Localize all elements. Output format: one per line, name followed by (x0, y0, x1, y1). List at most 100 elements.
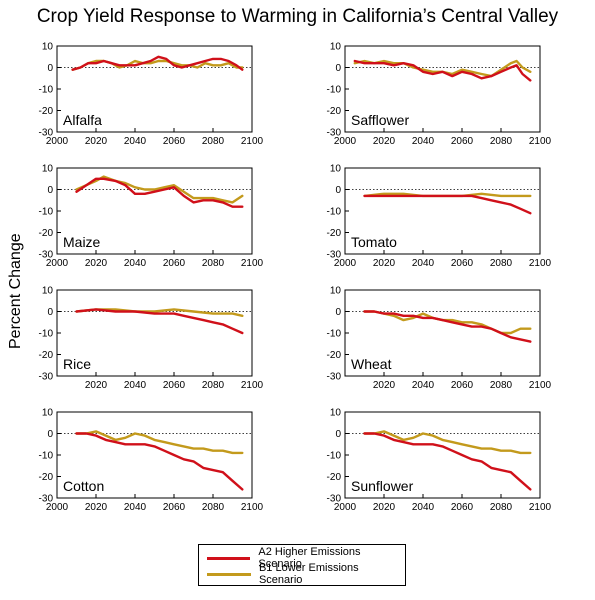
y-tick-label: 0 (47, 307, 53, 318)
panel-rice: 10 0 -10 -20 -30 2020 2040 2060 2080 2100 Rice (39, 286, 264, 392)
x-tick-label: 2040 (412, 502, 435, 513)
x-tick-label: 2040 (124, 502, 147, 513)
panel-title: Alfalfa (63, 112, 102, 128)
series-line-a2 (363, 432, 532, 491)
x-tick-label: 2040 (412, 136, 435, 147)
x-tick-label: 2080 (490, 502, 513, 513)
x-tick-label: 2040 (124, 258, 147, 269)
y-tick-label: -20 (327, 106, 342, 117)
y-tick-label: -10 (327, 85, 342, 96)
x-tick-label: 2100 (529, 502, 552, 513)
y-tick-label: -20 (39, 228, 54, 239)
y-tick-label: 10 (330, 42, 342, 53)
panel-title: Sunflower (351, 478, 414, 494)
x-tick-label: 2080 (490, 136, 513, 147)
legend-label-b1: B1 Lower Emissions Scenario (258, 562, 359, 586)
y-tick-label: -30 (327, 494, 342, 505)
x-tick-label: 2040 (412, 258, 435, 269)
legend-swatch-b1 (207, 572, 251, 576)
x-tick-label: 2060 (163, 502, 186, 513)
panel-wheat: 10 0 -10 -20 -30 2020 2040 2060 2080 2100 Wheat (327, 286, 552, 392)
x-tick-label: 2060 (163, 380, 186, 391)
x-tick-label: 2100 (241, 136, 264, 147)
panel-title: Tomato (351, 234, 397, 250)
y-tick-label: -30 (39, 494, 54, 505)
x-tick-label: 2080 (202, 502, 225, 513)
series-line-a2 (75, 432, 244, 491)
panel-title: Cotton (63, 478, 104, 494)
x-tick-label: 2100 (529, 380, 552, 391)
series-line-a2 (71, 55, 244, 71)
x-tick-label: 2060 (451, 258, 474, 269)
x-tick-label: 2020 (373, 136, 396, 147)
y-tick-label: -10 (327, 451, 342, 462)
panel-title: Rice (63, 356, 91, 372)
y-tick-label: -20 (39, 472, 54, 483)
y-tick-label: -10 (39, 207, 54, 218)
legend-swatch-a2 (207, 556, 251, 560)
x-tick-label: 2100 (241, 380, 264, 391)
y-tick-label: 10 (42, 408, 54, 419)
y-tick-label: -30 (327, 128, 342, 139)
y-tick-label: -10 (327, 207, 342, 218)
x-tick-label: 2100 (241, 502, 264, 513)
series-line-b1 (75, 175, 244, 204)
x-tick-label: 2020 (373, 380, 396, 391)
series-line-b1 (75, 430, 244, 455)
y-tick-label: -20 (327, 228, 342, 239)
y-tick-label: -30 (327, 250, 342, 261)
x-tick-label: 2020 (85, 380, 108, 391)
y-tick-label: -10 (39, 451, 54, 462)
y-tick-label: -20 (327, 350, 342, 361)
x-tick-label: 2000 (46, 502, 69, 513)
y-tick-label: 0 (47, 63, 53, 74)
x-tick-label: 2000 (46, 258, 69, 269)
x-tick-label: 2080 (202, 136, 225, 147)
y-tick-label: -30 (39, 128, 54, 139)
y-tick-label: 10 (330, 408, 342, 419)
x-tick-label: 2040 (124, 380, 147, 391)
x-tick-label: 2060 (451, 380, 474, 391)
y-tick-label: 0 (335, 307, 341, 318)
y-tick-label: -10 (39, 329, 54, 340)
y-tick-label: -10 (39, 85, 54, 96)
legend: A2 Higher Emissions Scenario B1 Lower Em… (198, 544, 406, 586)
x-tick-label: 2000 (334, 502, 357, 513)
legend-label-a2: A2 Higher Emissions Scenario (258, 546, 361, 570)
series-line-a2 (75, 177, 244, 208)
y-tick-label: 10 (42, 164, 54, 175)
panel-title: Safflower (351, 112, 409, 128)
y-tick-label: 0 (47, 429, 53, 440)
y-tick-label: -30 (39, 372, 54, 383)
x-tick-label: 2020 (85, 136, 108, 147)
x-tick-label: 2060 (163, 258, 186, 269)
y-tick-label: -20 (39, 106, 54, 117)
x-tick-label: 2080 (202, 380, 225, 391)
x-tick-label: 2060 (451, 502, 474, 513)
y-tick-label: -20 (327, 472, 342, 483)
x-tick-label: 2020 (373, 502, 396, 513)
y-tick-label: -20 (39, 350, 54, 361)
y-tick-label: 10 (42, 42, 54, 53)
x-tick-label: 2000 (334, 136, 357, 147)
x-tick-label: 2080 (490, 380, 513, 391)
x-tick-label: 2000 (334, 258, 357, 269)
x-tick-label: 2020 (373, 258, 396, 269)
y-tick-label: 0 (335, 63, 341, 74)
series-line-b1 (363, 430, 532, 455)
x-tick-label: 2100 (241, 258, 264, 269)
y-tick-label: -10 (327, 329, 342, 340)
legend-item-b1: B1 Lower Emissions Scenario (207, 562, 405, 586)
page-title: Crop Yield Response to Warming in Califo… (36, 6, 559, 27)
series-line-a2 (75, 308, 244, 335)
panel-title: Maize (63, 234, 101, 250)
y-tick-label: 0 (47, 185, 53, 196)
y-tick-label: -30 (327, 372, 342, 383)
y-tick-label: 10 (42, 286, 54, 297)
